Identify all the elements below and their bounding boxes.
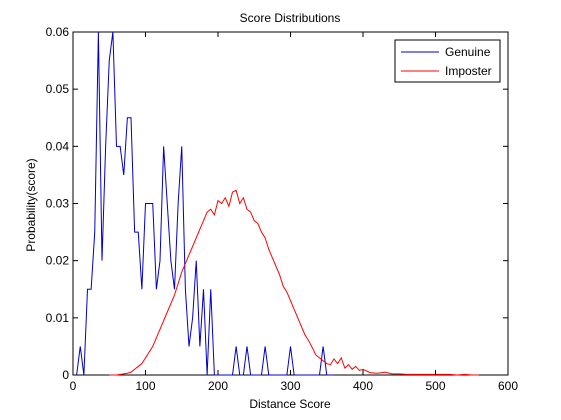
legend-label-imposter: Imposter (445, 64, 492, 78)
y-tick-label: 0.04 (46, 139, 70, 153)
x-axis-label: Distance Score (249, 397, 331, 411)
series-group (73, 31, 479, 376)
x-tick-label: 200 (208, 379, 228, 393)
legend-box (394, 39, 501, 83)
y-tick-label: 0.05 (46, 82, 70, 96)
x-tick-label: 600 (498, 379, 518, 393)
series-line-imposter (109, 189, 479, 376)
axis-ticks: 0 100 200 300 400 500 600 0 0.01 0.02 0.03 0.04 0.05… (46, 25, 519, 393)
y-tick-label: 0.01 (46, 311, 70, 325)
y-tick-label: 0.03 (46, 197, 70, 211)
chart-title: Score Distributions (240, 11, 341, 25)
x-tick-label: 500 (425, 379, 445, 393)
series-line-genuine (73, 31, 334, 376)
y-tick-label: 0.06 (46, 25, 70, 39)
x-tick-label: 0 (70, 379, 77, 393)
x-tick-label: 300 (280, 379, 300, 393)
plot-area (72, 31, 509, 376)
legend: Genuine Imposter (394, 39, 501, 83)
y-axis-label: Probability(score) (24, 158, 38, 251)
y-tick-label: 0 (62, 368, 69, 382)
y-tick-label: 0.02 (46, 254, 70, 268)
x-tick-label: 100 (135, 379, 155, 393)
legend-label-genuine: Genuine (445, 45, 491, 59)
x-tick-label: 400 (353, 379, 373, 393)
